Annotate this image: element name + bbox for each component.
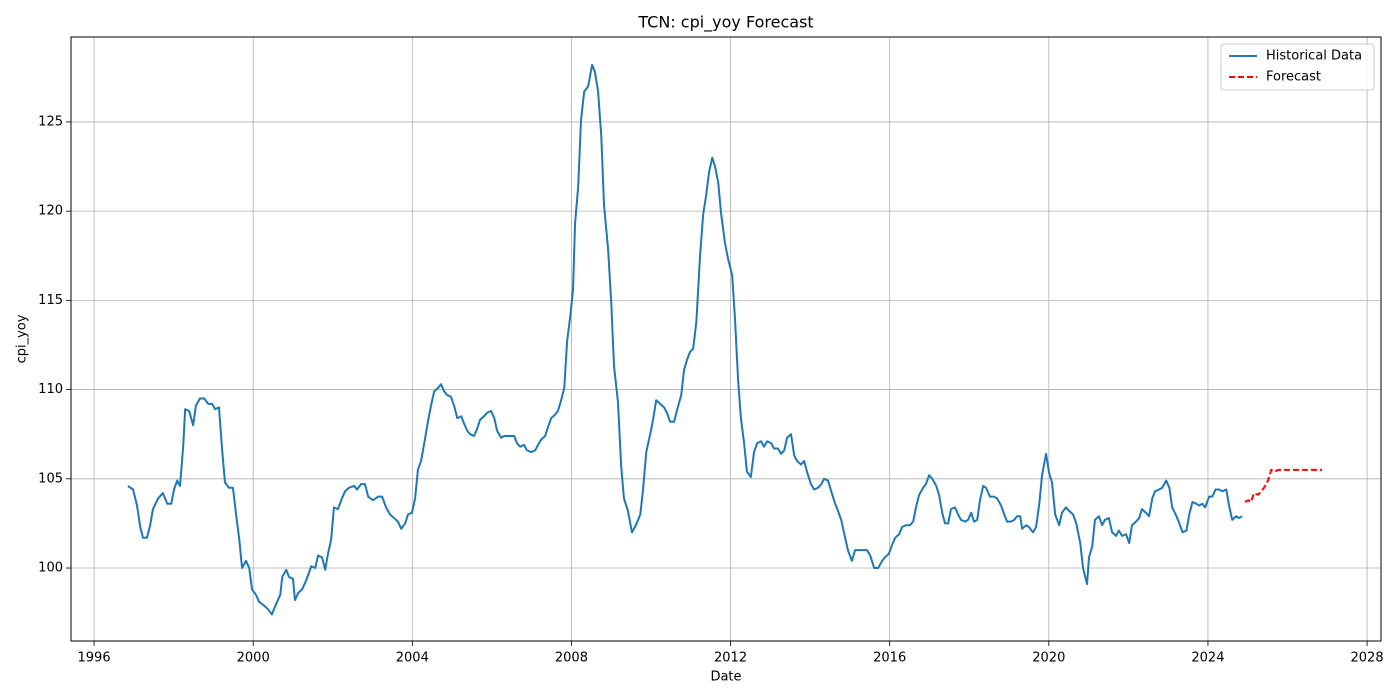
legend-box bbox=[1220, 43, 1375, 91]
x-tick-label: 2008 bbox=[555, 651, 588, 666]
x-tick-label: 2024 bbox=[1191, 651, 1224, 666]
x-tick-label: 2012 bbox=[714, 651, 747, 666]
y-tick-label: 110 bbox=[38, 382, 63, 397]
x-tick-label: 2016 bbox=[873, 651, 906, 666]
x-tick-label: 2000 bbox=[237, 651, 270, 666]
y-tick-label: 100 bbox=[38, 561, 63, 576]
x-tick-label: 2028 bbox=[1351, 651, 1384, 666]
y-axis-label: cpi_yoy bbox=[15, 314, 30, 363]
y-tick-label: 115 bbox=[38, 293, 63, 308]
y-tick-label: 120 bbox=[38, 204, 63, 219]
legend-label: Forecast bbox=[1266, 70, 1321, 85]
y-tick-label: 105 bbox=[38, 471, 63, 486]
chart-title: TCN: cpi_yoy Forecast bbox=[637, 13, 813, 33]
plot-frame bbox=[70, 36, 1382, 642]
series-line bbox=[127, 63, 1243, 616]
x-axis-label: Date bbox=[710, 670, 741, 685]
x-tick-label: 2020 bbox=[1032, 651, 1065, 666]
legend: Historical Data Forecast bbox=[1220, 43, 1375, 91]
series-line bbox=[1244, 468, 1323, 503]
x-tick-label: 2004 bbox=[396, 651, 429, 666]
y-tick-label: 125 bbox=[38, 114, 63, 129]
x-tick-label: 1996 bbox=[78, 651, 111, 666]
legend-label: Historical Data bbox=[1266, 49, 1362, 64]
